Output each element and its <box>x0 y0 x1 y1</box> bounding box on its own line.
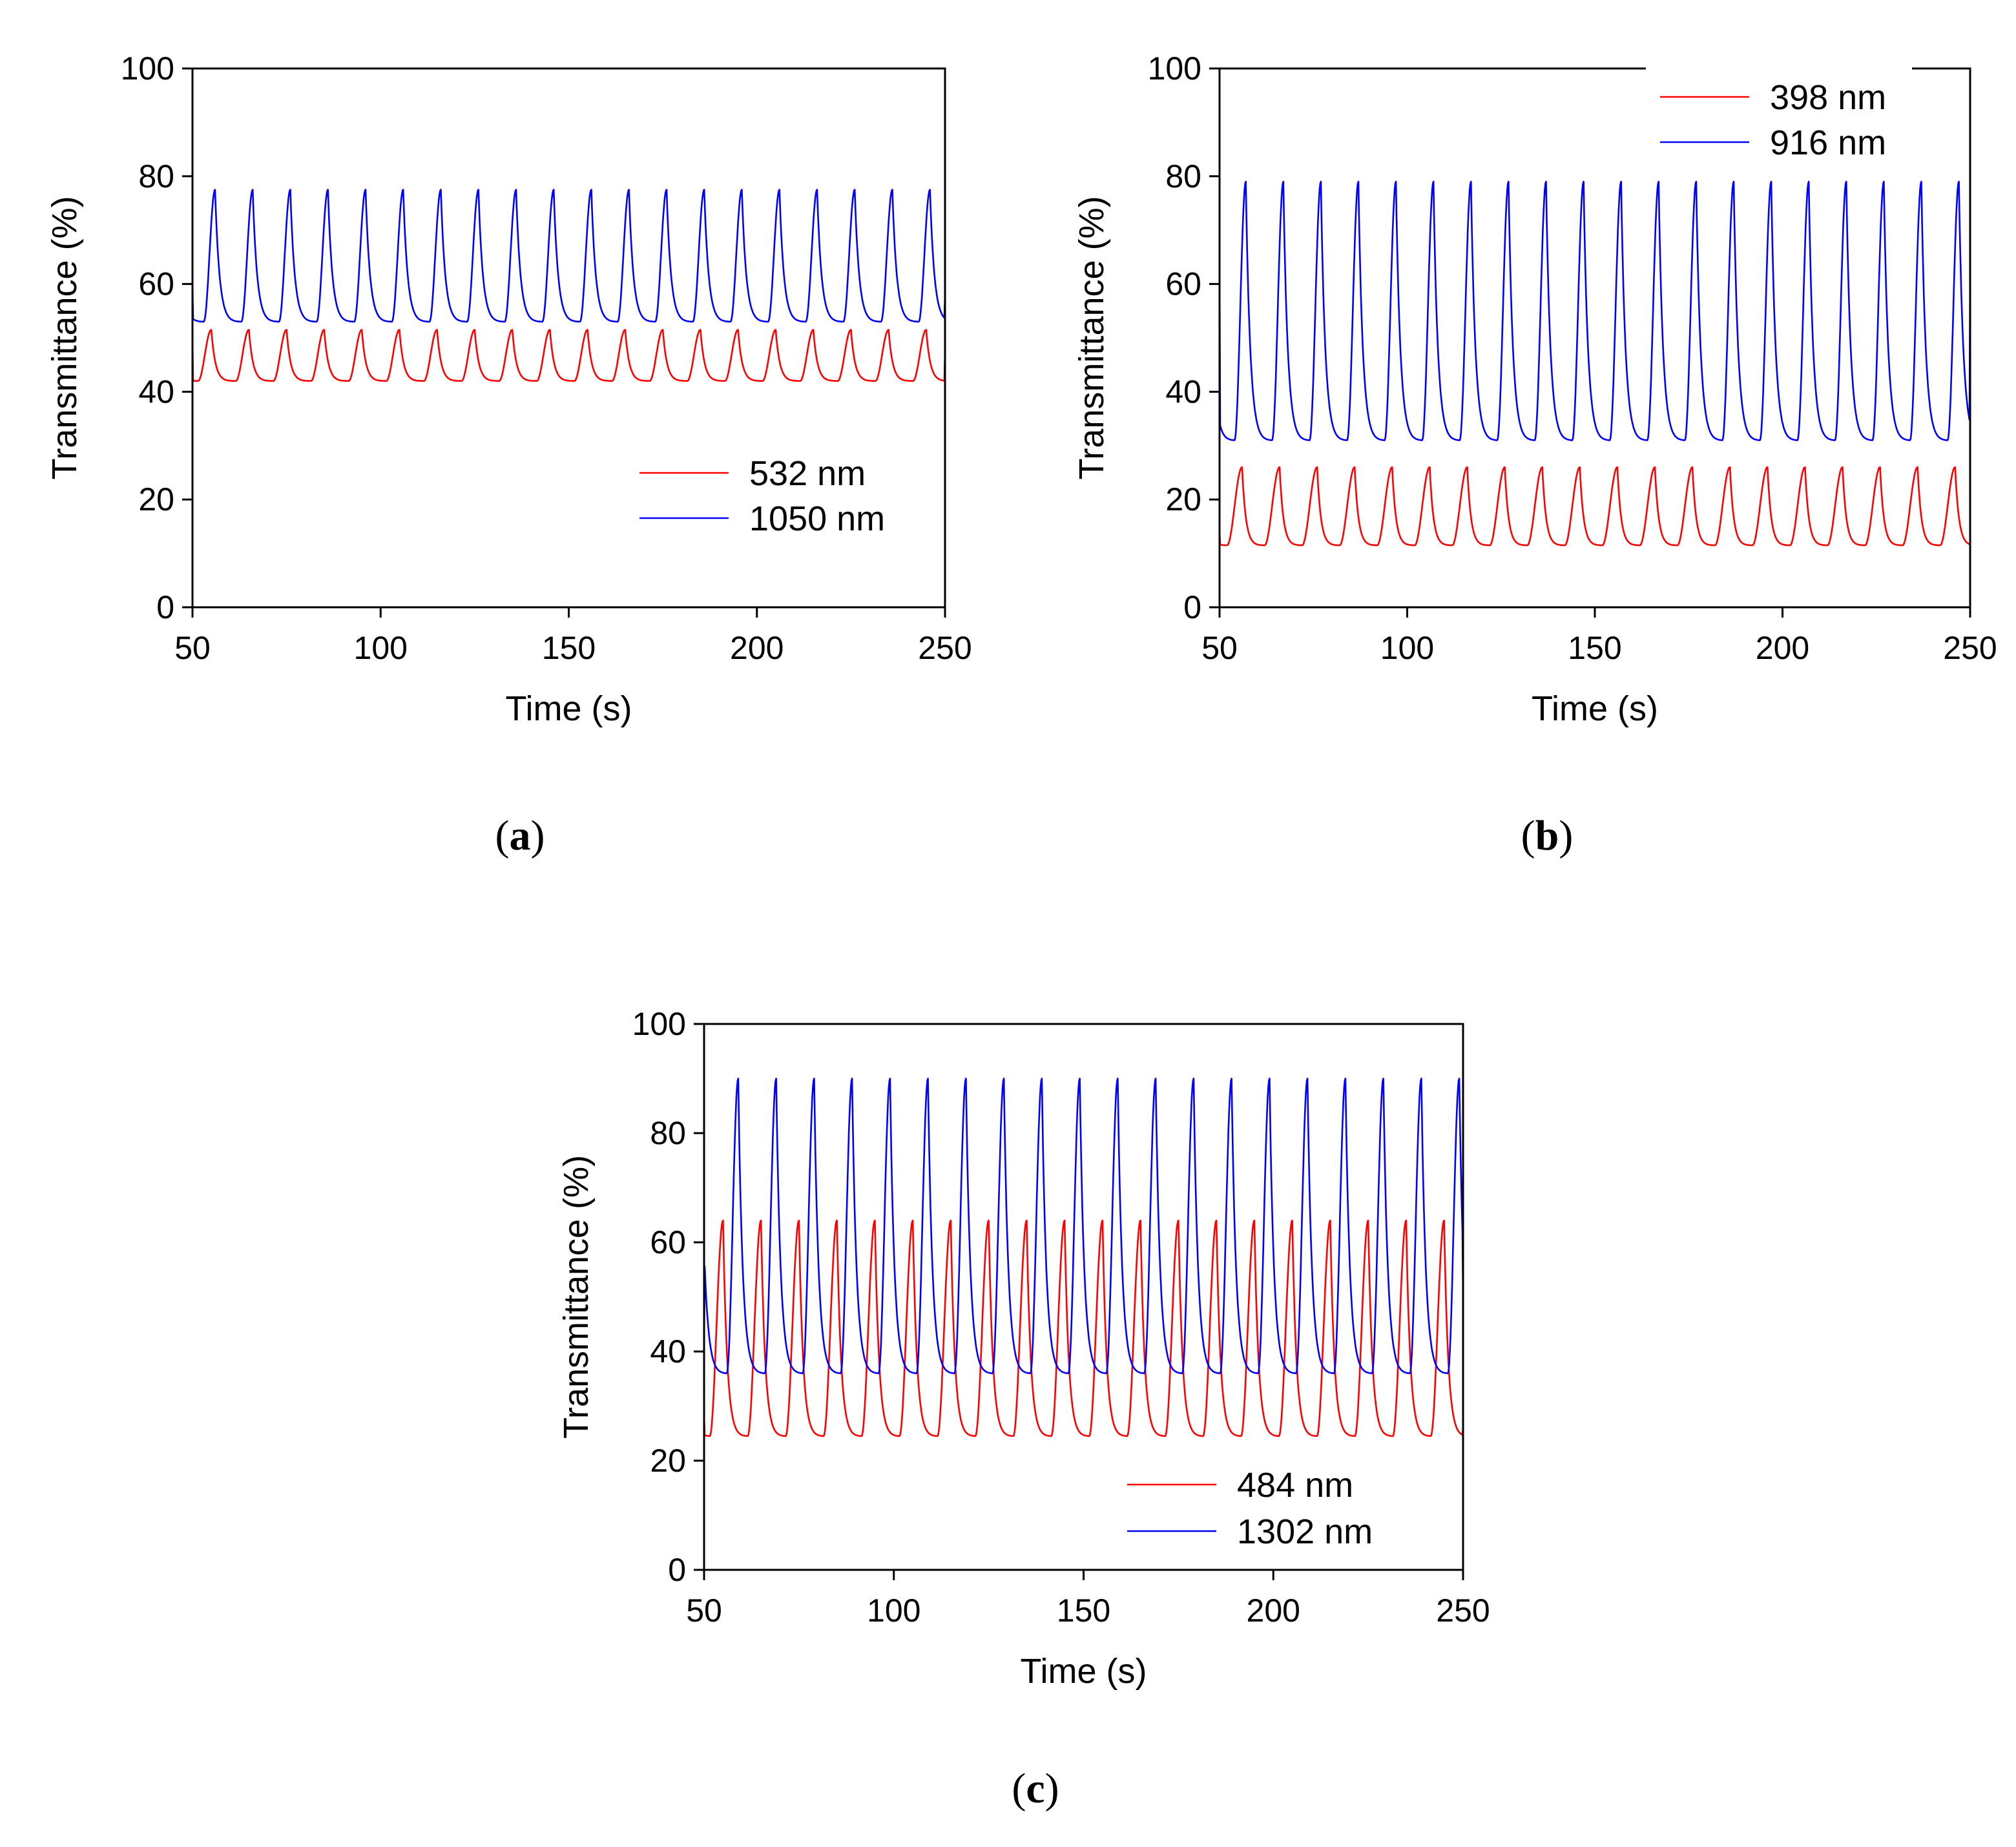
x-tick-label: 50 <box>174 630 211 666</box>
y-tick-label: 0 <box>668 1552 686 1588</box>
x-tick-label: 150 <box>542 630 596 666</box>
y-tick-label: 40 <box>650 1333 686 1370</box>
x-tick-label: 50 <box>1201 630 1238 666</box>
x-tick-label: 200 <box>1756 630 1809 666</box>
chart-panel-a: 0 20 40 60 80 100 50 100 150 200 250 Time (s) Transm… <box>45 50 972 859</box>
y-tick-label: 80 <box>138 158 174 194</box>
x-tick-label: 100 <box>1380 630 1434 666</box>
legend: 398 nm 916 nm <box>1646 59 1912 163</box>
chart-panel-c: 0 20 40 60 80 100 50 100 150 200 250 Time (s) Transm… <box>557 1006 1490 1812</box>
y-tick-label: 80 <box>650 1115 686 1151</box>
series-line-916-nm <box>1218 180 1971 441</box>
y-tick-label: 20 <box>650 1443 686 1479</box>
series-line-1302-nm <box>703 1078 1464 1375</box>
panel-label-open: ( <box>495 812 510 859</box>
y-tick-label: 20 <box>1165 481 1201 517</box>
panel-label-letter: c <box>1026 1765 1044 1812</box>
panel-label-close: ) <box>531 812 545 859</box>
panel-label-close: ) <box>1045 1765 1059 1812</box>
y-tick-label: 60 <box>138 266 174 302</box>
series-group <box>1218 180 1971 547</box>
series-line-398-nm <box>1218 466 1971 547</box>
legend: 484 nm 1302 nm <box>1127 1466 1373 1551</box>
y-tick-label: 60 <box>1165 266 1201 302</box>
panel-label-open: ( <box>1012 1765 1026 1812</box>
y-tick-label: 100 <box>121 50 174 87</box>
x-axis-title: Time (s) <box>506 689 632 728</box>
panel-label: (b) <box>1521 812 1574 859</box>
y-tick-label: 80 <box>1165 158 1201 194</box>
panel-label-open: ( <box>1521 812 1535 859</box>
y-tick-label: 40 <box>1165 373 1201 410</box>
panel-label-letter: b <box>1535 812 1559 859</box>
x-tick-label: 250 <box>1436 1592 1490 1629</box>
y-tick-label: 20 <box>138 481 174 517</box>
legend-label-916-nm: 916 nm <box>1770 123 1886 162</box>
legend: 532 nm 1050 nm <box>639 454 885 538</box>
y-tick-label: 100 <box>1148 50 1201 87</box>
x-axis-title: Time (s) <box>1532 689 1658 728</box>
x-axis-title: Time (s) <box>1021 1652 1147 1691</box>
x-tick-label: 100 <box>867 1592 920 1629</box>
series-group <box>703 1078 1464 1437</box>
x-tick-label: 250 <box>918 630 972 666</box>
y-axis-title: Transmittance (%) <box>557 1155 596 1439</box>
panel-label-close: ) <box>1559 812 1573 859</box>
legend-label-1050-nm: 1050 nm <box>749 499 885 538</box>
y-tick-label: 60 <box>650 1224 686 1260</box>
y-tick-label: 100 <box>632 1006 686 1042</box>
y-tick-label: 0 <box>156 589 174 625</box>
chart-panel-b: 0 20 40 60 80 100 50 100 150 200 250 Time (s) Transm… <box>1072 50 1997 859</box>
y-tick-label: 40 <box>138 373 174 410</box>
x-tick-label: 150 <box>1568 630 1621 666</box>
series-line-484-nm <box>703 1219 1464 1437</box>
series-group <box>191 189 946 382</box>
series-line-532-nm <box>191 329 946 382</box>
x-tick-label: 150 <box>1057 1592 1110 1629</box>
legend-background <box>1646 59 1912 163</box>
legend-label-398-nm: 398 nm <box>1770 78 1886 117</box>
legend-label-532-nm: 532 nm <box>749 454 866 493</box>
x-tick-label: 50 <box>686 1592 722 1629</box>
y-axis-title: Transmittance (%) <box>1072 196 1111 479</box>
legend-label-484-nm: 484 nm <box>1237 1466 1353 1505</box>
x-tick-label: 200 <box>730 630 784 666</box>
panel-label: (c) <box>1012 1765 1059 1812</box>
panel-label: (a) <box>495 812 545 859</box>
legend-label-1302-nm: 1302 nm <box>1237 1512 1373 1551</box>
x-tick-label: 200 <box>1247 1592 1300 1629</box>
x-tick-label: 100 <box>354 630 408 666</box>
y-axis-title: Transmittance (%) <box>45 196 84 479</box>
x-tick-label: 250 <box>1943 630 1997 666</box>
series-line-1050-nm <box>191 189 946 323</box>
y-tick-label: 0 <box>1183 589 1201 625</box>
panel-label-letter: a <box>510 812 531 859</box>
